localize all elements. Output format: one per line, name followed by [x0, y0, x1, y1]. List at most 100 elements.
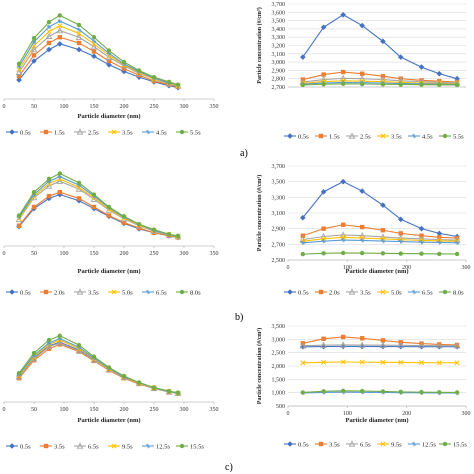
data-point-5.5s: [340, 81, 346, 87]
data-point-3.5s: [46, 28, 52, 35]
x-axis-title: Particle diameter (nm): [345, 417, 408, 424]
data-point-0.5s: [397, 54, 404, 60]
x-tick-label: 200: [120, 104, 129, 110]
data-point-5.5s: [321, 82, 326, 87]
data-point-8.0s: [398, 251, 403, 256]
legend-label-5.0s: 5.0s: [122, 289, 133, 296]
legend-label-3.5s: 3.5s: [54, 443, 65, 450]
data-point-15.5s: [321, 389, 326, 394]
data-point-0.5s: [397, 216, 404, 223]
data-point-15.5s: [166, 389, 172, 394]
legend-marker-0.5s: [287, 133, 293, 139]
data-point-0.5s: [340, 11, 346, 18]
series-line-6.5s: [18, 175, 179, 238]
legend-marker-3.5s: [380, 133, 386, 139]
data-point-8.0s: [91, 192, 97, 197]
data-point-9.5s: [321, 359, 327, 365]
legend-label-0.5s: 0.5s: [20, 443, 31, 450]
legend-marker-2.0s: [43, 289, 49, 295]
data-point-2.0s: [300, 233, 306, 238]
legend-label-6.5s: 6.5s: [156, 289, 167, 296]
data-point-6.5s: [358, 341, 366, 348]
data-point-0.5s: [16, 77, 22, 83]
legend-label-2.0s: 2.0s: [329, 289, 340, 296]
data-point-15.5s: [151, 385, 157, 390]
data-point-2.5s: [30, 46, 38, 53]
data-point-6.5s: [56, 339, 64, 346]
y-tick-label: 1,000: [272, 391, 286, 397]
data-point-0.5s: [57, 191, 63, 198]
data-point-0.5s: [320, 189, 327, 195]
data-point-2.0s: [151, 230, 157, 235]
data-point-2.5s: [15, 68, 23, 76]
data-point-6.5s: [359, 238, 365, 243]
data-point-0.5s: [380, 38, 386, 45]
data-point-3.5s: [91, 358, 97, 364]
x-tick-label: 250: [150, 251, 159, 257]
x-tick-label: 200: [120, 251, 129, 257]
data-point-6.5s: [435, 342, 443, 349]
chart-b-right: 2,500 2,700 2,900 3,100 3,300 3,500 3,700 0 100 2…: [256, 164, 471, 296]
data-point-4.5s: [76, 27, 82, 32]
y-tick-label: 3,200: [272, 44, 286, 50]
legend-marker-9.5s: [111, 443, 117, 449]
legend-label-3.5s: 3.5s: [329, 441, 340, 448]
legend-label-3.5s: 3.5s: [391, 133, 402, 140]
data-point-6.5s: [454, 240, 460, 245]
data-point-15.5s: [136, 380, 142, 385]
x-tick-label: 50: [31, 251, 37, 257]
legend-label-3.5s: 3.5s: [122, 129, 133, 136]
data-point-2.0s: [31, 204, 37, 210]
legend-marker-3.5s: [111, 129, 117, 135]
x-axis-title: Particle diameter (nm): [77, 417, 140, 424]
data-point-0.5s: [359, 343, 365, 350]
legend-marker-12.5s: [411, 441, 417, 447]
y-tick-label: 2,900: [272, 227, 286, 233]
data-point-2.0s: [321, 226, 326, 231]
data-point-3.5s: [16, 376, 22, 381]
legend-marker-12.5s: [145, 443, 151, 449]
data-point-8.0s: [321, 251, 326, 256]
data-point-9.5s: [340, 359, 346, 365]
series-line-2.5s: [302, 77, 458, 84]
data-point-8.0s: [380, 251, 386, 256]
data-point-0.5s: [418, 64, 425, 70]
legend-marker-4.5s: [145, 129, 151, 135]
legend-marker-3.5s: [43, 443, 49, 449]
data-point-2.5s: [45, 32, 53, 39]
y-tick-label: 2,500: [272, 351, 286, 357]
data-point-8.0s: [359, 250, 365, 256]
data-point-8.0s: [151, 227, 157, 232]
x-tick-label: 200: [402, 411, 411, 417]
data-point-2.5s: [75, 33, 83, 40]
data-point-15.5s: [57, 333, 62, 338]
data-point-0.5s: [300, 214, 306, 221]
data-point-8.0s: [419, 251, 424, 256]
data-point-9.5s: [454, 360, 460, 366]
data-point-3.5s: [45, 182, 53, 189]
data-point-2.0s: [340, 222, 346, 227]
data-point-0.5s: [300, 54, 306, 60]
legend-label-9.5s: 9.5s: [122, 443, 133, 450]
data-point-15.5s: [175, 390, 181, 395]
legend-marker-3.5s: [76, 288, 84, 295]
legend-marker-8.0s: [179, 289, 185, 295]
legend-label-12.5s: 12.5s: [156, 443, 170, 450]
data-point-15.5s: [398, 389, 403, 395]
legend-marker-8.0s: [442, 289, 448, 295]
y-tick-label: 2,800: [272, 77, 286, 83]
chart-c-left: 0 50 100 150 200 250 300 350 Particle diameter (…: [3, 333, 219, 450]
legend-marker-2.5s: [76, 128, 84, 135]
data-point-8.0s: [121, 214, 127, 219]
data-point-9.5s: [436, 360, 442, 366]
data-point-2.0s: [16, 223, 22, 228]
x-tick-label: 200: [120, 407, 129, 413]
series-line-3.5s: [302, 234, 458, 241]
data-point-6.5s: [379, 341, 387, 348]
data-point-1.5s: [46, 40, 52, 46]
legend-label-4.5s: 4.5s: [422, 133, 433, 140]
data-point-3.5s: [340, 334, 346, 340]
data-point-0.5s: [76, 46, 82, 53]
data-point-8.0s: [16, 213, 22, 218]
data-point-15.5s: [300, 390, 306, 395]
